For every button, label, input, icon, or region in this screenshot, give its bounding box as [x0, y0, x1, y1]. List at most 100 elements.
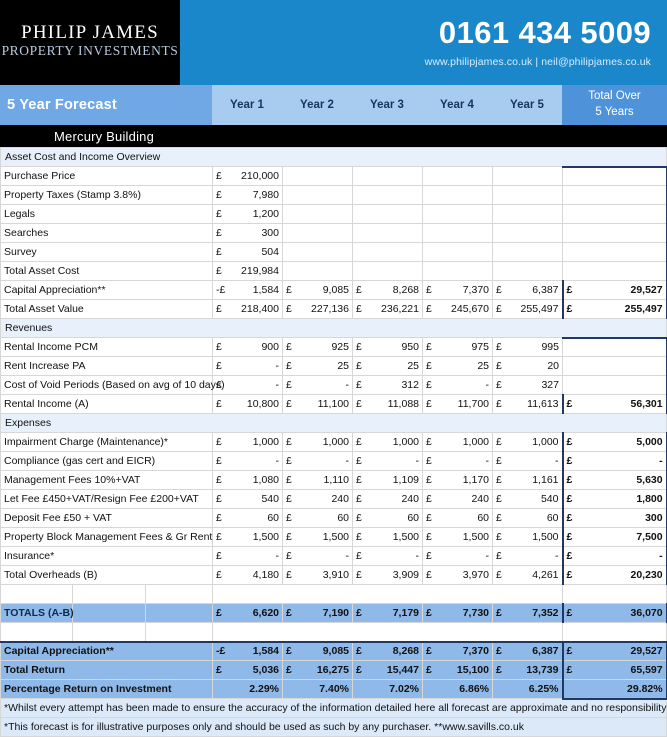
row-currency-y3 — [352, 242, 366, 262]
table-row-expense-6: Insurance* £ - £ - £ - £ - £ - £ - — [0, 546, 667, 566]
table-row-totals: TOTALS (A-B) £6,620 £7,190 £7,179 £7,730 £7,3… — [0, 603, 667, 623]
row-currency-y1: £ — [212, 337, 226, 357]
row-value-y5: - — [505, 451, 563, 471]
row-value-y4: 15,100 — [435, 660, 493, 680]
table-row-asset-2: Legals £1,200 — [0, 204, 667, 224]
row-value-y1: 6,620 — [225, 603, 283, 623]
row-value-y3: 1,500 — [365, 527, 423, 547]
row-value-y3: 15,447 — [365, 660, 423, 680]
row-currency-y5: £ — [492, 640, 506, 661]
column-header-year-4: Year 4 — [422, 85, 492, 125]
row-currency-y4: £ — [422, 470, 436, 490]
row-currency-y5: £ — [492, 280, 506, 300]
row-value-y2: 60 — [295, 508, 353, 528]
row-total-currency: £ — [561, 451, 579, 471]
section-label: Expenses — [0, 413, 667, 433]
row-value-y4: 11,700 — [435, 394, 493, 414]
row-value-y2: 240 — [295, 489, 353, 509]
row-value-y1: - — [225, 375, 283, 395]
row-currency-y1: £ — [212, 451, 226, 471]
row-currency-y1: £ — [212, 546, 226, 566]
table-row-revenue-3: Rental Income (A) £10,800 £11,100 £11,088 £1… — [0, 394, 667, 414]
spacer-cell — [0, 584, 73, 604]
row-currency-y5: £ — [492, 565, 506, 585]
table-row-expense-7: Total Overheads (B) £4,180 £3,910 £3,909 £3,… — [0, 565, 667, 585]
row-currency-y4: £ — [422, 337, 436, 357]
column-header-total: Total Over 5 Years — [562, 85, 667, 125]
row-currency-y3: £ — [352, 603, 366, 623]
row-label: Capital Appreciation** — [0, 640, 213, 661]
building-name: Mercury Building — [54, 128, 155, 144]
row-currency-y5: £ — [492, 375, 506, 395]
spacer-cell — [145, 584, 213, 604]
row-currency-y2: £ — [282, 432, 296, 452]
column-header-year-1: Year 1 — [212, 85, 282, 125]
row-currency-y4: £ — [422, 640, 436, 661]
row-value-y3 — [365, 261, 423, 281]
row-total-currency: £ — [561, 565, 579, 585]
row-percent-y2: 7.40% — [282, 679, 353, 699]
row-total-value: - — [578, 451, 667, 471]
row-total-currency: £ — [561, 394, 579, 414]
row-value-y4: 7,730 — [435, 603, 493, 623]
column-header-year-3: Year 3 — [352, 85, 422, 125]
row-total-value: 255,497 — [578, 299, 667, 319]
row-value-y4 — [435, 261, 493, 281]
row-label: Total Return — [0, 660, 213, 680]
section-revenues: Revenues — [0, 318, 667, 338]
row-label: Searches — [0, 223, 213, 243]
row-value-y2: 7,190 — [295, 603, 353, 623]
row-currency-y3: £ — [352, 565, 366, 585]
row-currency-y3: £ — [352, 299, 366, 319]
table-row-asset-4: Survey £504 — [0, 242, 667, 262]
row-currency-y1: £ — [212, 223, 226, 243]
row-value-y1: 1,000 — [225, 432, 283, 452]
spacer-cell — [72, 584, 146, 604]
row-value-y4: 60 — [435, 508, 493, 528]
row-value-y5: 1,500 — [505, 527, 563, 547]
row-currency-y5 — [492, 261, 506, 281]
row-value-y2: - — [295, 546, 353, 566]
row-label: Rental Income PCM — [0, 337, 213, 357]
row-percent-total: 29.82% — [561, 679, 667, 700]
row-currency-y2 — [282, 204, 296, 224]
row-currency-y1: £ — [212, 489, 226, 509]
row-currency-y1: £ — [212, 660, 226, 680]
row-currency-y3 — [352, 223, 366, 243]
row-currency-y2 — [282, 166, 296, 186]
row-currency-y4: £ — [422, 280, 436, 300]
table-row-expense-1: Compliance (gas cert and EICR) £ - £ - £ - £ - £ -… — [0, 451, 667, 471]
row-total-value: 29,527 — [578, 280, 667, 300]
spacer-cell — [0, 622, 73, 642]
row-value-y1: 300 — [225, 223, 283, 243]
row-currency-y3 — [352, 204, 366, 224]
row-value-y2: 25 — [295, 356, 353, 376]
row-currency-y2: £ — [282, 489, 296, 509]
row-label-pad — [72, 603, 146, 623]
row-currency-y3: £ — [352, 451, 366, 471]
row-value-y3 — [365, 185, 423, 205]
row-currency-y1: £ — [212, 356, 226, 376]
contact-block: 0161 434 5009 www.philipjames.co.uk | ne… — [180, 0, 667, 85]
row-value-y1: 4,180 — [225, 565, 283, 585]
row-currency-y4: £ — [422, 375, 436, 395]
row-label: TOTALS (A-B) — [0, 603, 74, 623]
row-currency-y3: £ — [352, 489, 366, 509]
row-currency-y5: £ — [492, 451, 506, 471]
table-row-percentage: Percentage Return on Investment 2.29% 7.40… — [0, 679, 667, 700]
row-percent-y5: 6.25% — [492, 679, 563, 699]
row-total-currency: £ — [561, 640, 579, 661]
row-currency-y2: £ — [282, 565, 296, 585]
row-value-y4 — [435, 185, 493, 205]
row-currency-y2 — [282, 185, 296, 205]
row-currency-y2: £ — [282, 394, 296, 414]
row-value-y1: 1,500 — [225, 527, 283, 547]
row-currency-y4: £ — [422, 527, 436, 547]
row-currency-y1: £ — [212, 204, 226, 224]
row-value-y2: 9,085 — [295, 640, 353, 661]
total-column-fill — [561, 336, 667, 357]
row-currency-y5 — [492, 185, 506, 205]
row-currency-y4 — [422, 204, 436, 224]
forecast-table: Asset Cost and Income Overview Purchase P… — [0, 147, 667, 737]
row-currency-y5: £ — [492, 394, 506, 414]
